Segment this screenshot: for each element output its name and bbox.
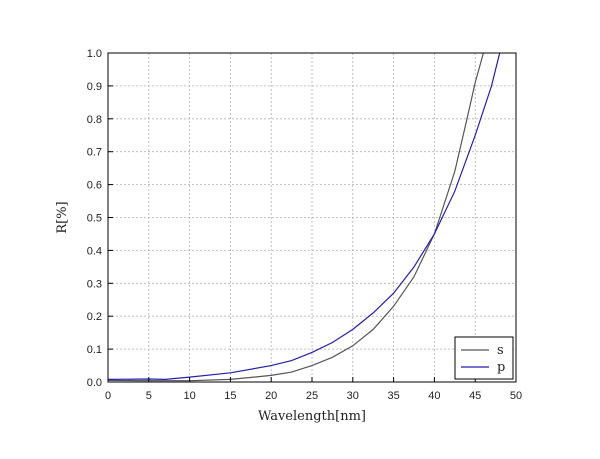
y-tick-label: 0.8: [87, 114, 102, 126]
axis-ticks: 0 5 10 15 20 25 30 35 40 45 50 0.0 0.1 0.2 0.3 0.4 0.5 0.…: [87, 48, 522, 402]
y-tick-label: 0.6: [87, 180, 102, 192]
x-tick-label: 5: [146, 390, 152, 402]
x-tick-label: 45: [469, 390, 481, 402]
y-tick-label: 0.1: [87, 344, 102, 356]
legend-box: [454, 336, 514, 380]
x-tick-label: 15: [224, 390, 236, 402]
y-tick-label: 0.3: [87, 278, 102, 290]
y-axis-label: R[%]: [55, 201, 70, 233]
legend-label-s: s: [497, 343, 504, 358]
x-axis-label: Wavelength[nm]: [258, 409, 366, 424]
x-tick-label: 50: [510, 390, 522, 402]
y-tick-label: 1.0: [87, 48, 102, 60]
grid-lines: [108, 53, 516, 382]
x-tick-label: 25: [306, 390, 318, 402]
legend: sp: [454, 336, 514, 380]
y-tick-label: 0.0: [87, 377, 102, 389]
y-tick-label: 0.4: [87, 245, 102, 257]
x-tick-label: 10: [183, 390, 195, 402]
x-tick-label: 20: [265, 390, 277, 402]
y-tick-label: 0.5: [87, 213, 102, 225]
x-tick-label: 0: [105, 390, 111, 402]
series-line-s: [108, 53, 484, 382]
legend-label-p: p: [497, 360, 505, 375]
x-tick-label: 35: [387, 390, 399, 402]
y-tick-label: 0.9: [87, 81, 102, 93]
y-tick-label: 0.2: [87, 311, 102, 323]
series-lines: [108, 53, 501, 382]
x-tick-label: 40: [428, 390, 440, 402]
y-tick-label: 0.7: [87, 147, 102, 159]
series-line-p: [108, 53, 501, 381]
x-tick-label: 30: [347, 390, 359, 402]
